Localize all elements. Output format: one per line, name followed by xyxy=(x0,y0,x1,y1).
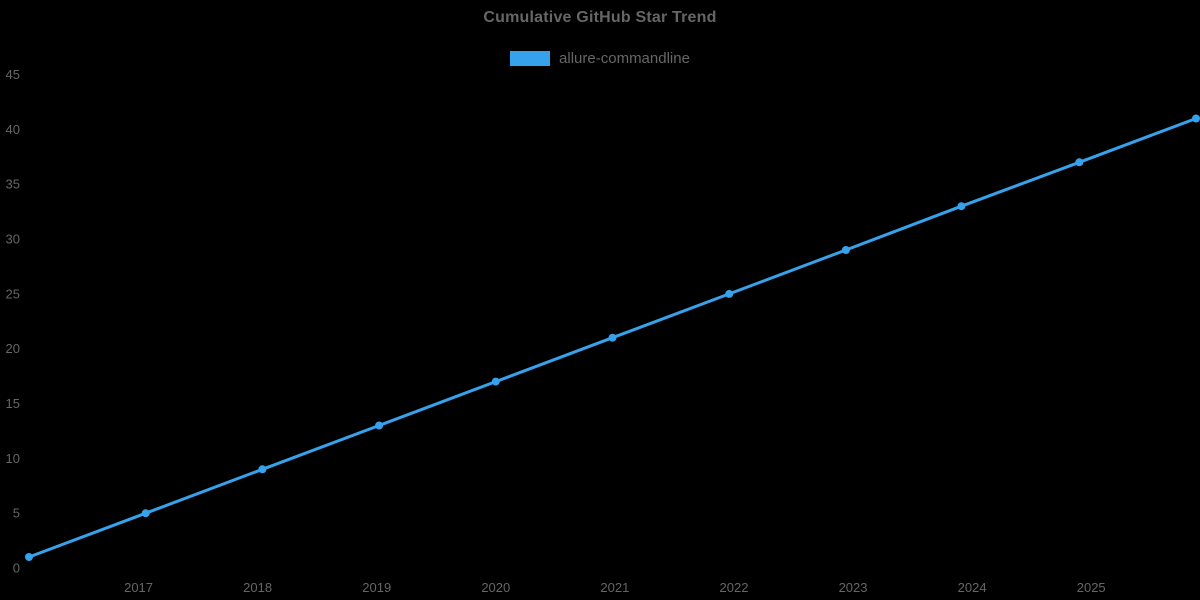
y-axis-tick-label: 15 xyxy=(6,396,20,411)
legend-label: allure-commandline xyxy=(559,50,690,67)
x-axis-tick-label: 2024 xyxy=(958,580,987,595)
x-axis-tick-label: 2023 xyxy=(839,580,868,595)
data-point[interactable] xyxy=(1075,158,1084,167)
x-axis-tick-label: 2017 xyxy=(124,580,153,595)
data-point[interactable] xyxy=(1192,114,1200,123)
x-axis-tick-label: 2020 xyxy=(481,580,510,595)
chart-title: Cumulative GitHub Star Trend xyxy=(483,9,717,26)
y-axis-tick-label: 10 xyxy=(6,451,20,466)
x-axis-tick-label: 2022 xyxy=(720,580,749,595)
data-point[interactable] xyxy=(258,465,267,474)
x-axis-tick-label: 2018 xyxy=(243,580,272,595)
y-axis-tick-label: 30 xyxy=(6,232,20,247)
x-axis-tick-label: 2025 xyxy=(1077,580,1106,595)
y-axis-tick-label: 25 xyxy=(6,286,20,301)
legend-swatch-icon xyxy=(510,51,551,66)
y-axis-tick-label: 40 xyxy=(6,122,20,137)
data-point[interactable] xyxy=(957,202,966,211)
y-axis-tick-label: 20 xyxy=(6,341,20,356)
y-axis-tick-label: 35 xyxy=(6,177,20,192)
data-point[interactable] xyxy=(608,333,617,342)
x-axis-tick-label: 2021 xyxy=(600,580,629,595)
data-point[interactable] xyxy=(375,421,384,430)
data-point[interactable] xyxy=(25,553,33,561)
data-point[interactable] xyxy=(841,246,850,254)
y-axis-tick-label: 0 xyxy=(13,561,20,576)
data-point[interactable] xyxy=(491,377,500,386)
legend-item[interactable]: allure-commandline xyxy=(0,50,1200,67)
data-point[interactable] xyxy=(725,289,734,298)
data-point[interactable] xyxy=(141,509,150,518)
x-axis-tick-label: 2019 xyxy=(362,580,391,595)
y-axis-tick-label: 45 xyxy=(6,67,20,82)
y-axis-tick-label: 5 xyxy=(13,506,20,521)
